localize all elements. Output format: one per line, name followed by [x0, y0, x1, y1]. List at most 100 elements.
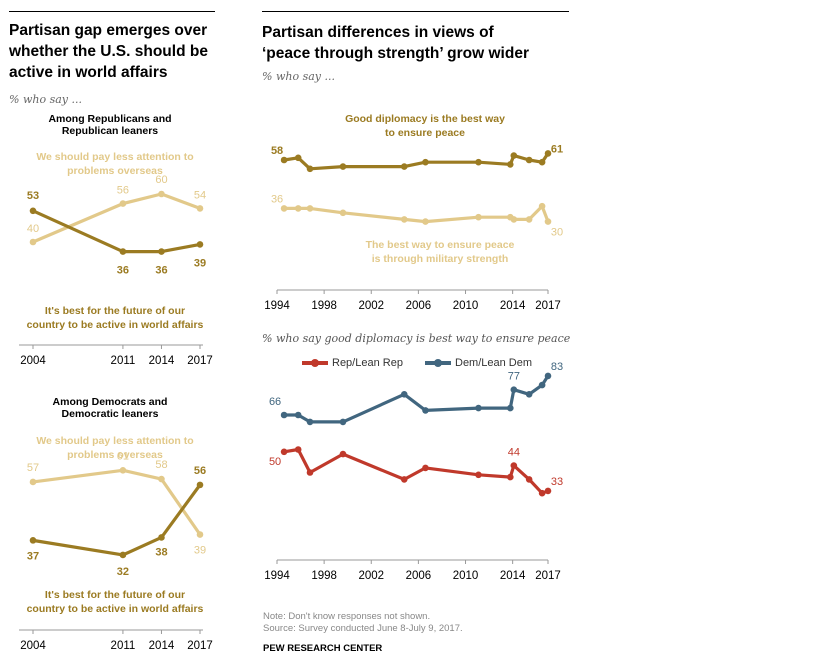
rep-lean-rep-series-point	[525, 476, 533, 483]
good-diplomacy-is-the-best-way-series-point	[510, 152, 518, 159]
left-title-line: whether the U.S. should be	[9, 43, 208, 60]
label-line: is through military strength	[371, 253, 509, 265]
label-line: country to be active in world affairs	[26, 603, 204, 615]
legend-rep-label: Rep/Lean Rep	[332, 357, 403, 369]
left-subtitle: % who say ...	[9, 93, 82, 106]
less-attention-series-line	[31, 192, 202, 244]
x-tick-label: 2002	[358, 300, 384, 312]
data-label: 54	[194, 189, 206, 201]
the-best-way-to-ensure-peace-i-series-point	[525, 216, 533, 223]
dem-lean-dem-series-point	[339, 418, 347, 426]
rep-lean-rep-series-point	[510, 462, 518, 469]
x-tick-label: 2014	[500, 570, 526, 582]
active-series-point	[29, 207, 37, 215]
active-series-line	[31, 483, 202, 557]
label-line: problems overseas	[67, 165, 163, 177]
less-attention-series-point	[158, 475, 165, 483]
data-label: 77	[508, 371, 520, 383]
x-tick-label: 2010	[453, 570, 479, 582]
data-label: 36	[271, 193, 283, 205]
x-tick-label: 2011	[111, 355, 136, 367]
rep-active-label: It's best for the future of our country …	[10, 304, 220, 332]
good-diplomacy-is-the-best-way-series-point	[538, 158, 546, 166]
label-line: It's best for the future of our	[44, 589, 186, 601]
source-text: Source: Survey conducted June 8-July 9, …	[263, 623, 463, 634]
diplomacy-label: Good diplomacy is the best way to ensure…	[320, 112, 530, 140]
good-diplomacy-is-the-best-way-series-point	[544, 150, 552, 157]
dem-lean-dem-series-point	[306, 418, 314, 426]
data-label: 60	[155, 174, 167, 186]
brand-label: PEW RESEARCH CENTER	[263, 643, 383, 654]
data-label: 58	[155, 459, 167, 471]
dem-panel-heading: Among Democrats and Democratic leaners	[10, 396, 210, 420]
dem-lean-dem-series-point	[400, 391, 408, 398]
rep-lean-rep-series-point	[506, 473, 514, 481]
data-label: 30	[551, 227, 563, 239]
data-label: 36	[155, 265, 167, 277]
active-series-point	[196, 481, 204, 489]
less-attention-series-point	[119, 200, 127, 207]
rep-lean-rep-series-point	[538, 489, 546, 497]
rep-lean-rep-series-point	[280, 448, 288, 456]
label-line: problems overseas	[67, 449, 163, 461]
the-best-way-to-ensure-peace-i-series-point	[544, 218, 552, 225]
rep-less-attention-label: We should pay less attention to problems…	[10, 150, 220, 178]
rep-lean-rep-series-point	[475, 471, 482, 479]
dem-lean-dem-series-line	[282, 374, 550, 424]
x-tick-label: 1998	[311, 570, 337, 582]
party-chart-subtitle: % who say good diplomacy is best way to …	[262, 332, 571, 345]
legend-rep: Rep/Lean Rep	[302, 357, 403, 369]
active-series-point	[196, 241, 204, 248]
the-best-way-to-ensure-peace-i-series-point	[422, 218, 429, 225]
x-tick-label: 2006	[406, 300, 432, 312]
good-diplomacy-is-the-best-way-series-point	[339, 163, 347, 170]
legend-rep-swatch	[302, 359, 328, 367]
x-tick-label: 2002	[358, 570, 384, 582]
data-label: 56	[194, 465, 206, 477]
dem-lean-dem-series-point	[510, 386, 518, 394]
dem-less-attention-label: We should pay less attention to problems…	[10, 434, 220, 462]
label-line: country to be active in world affairs	[26, 319, 204, 331]
legend-dem: Dem/Lean Dem	[425, 357, 532, 369]
left-top-rule	[9, 11, 215, 12]
label-line: to ensure peace	[385, 127, 465, 139]
data-label: 50	[269, 456, 281, 468]
rep-lean-rep-series-point	[400, 476, 408, 483]
label-line: We should pay less attention to	[36, 151, 194, 163]
x-tick-label: 2017	[535, 570, 561, 582]
right-title-line: Partisan differences in views of	[262, 24, 494, 41]
x-tick-label: 2014	[149, 640, 175, 652]
panel-heading-line: Among Democrats and	[52, 396, 168, 408]
panel-heading-line: Republican leaners	[61, 125, 159, 137]
dem-lean-dem-series-point	[538, 381, 546, 389]
x-tick-label: 2006	[406, 570, 432, 582]
the-best-way-to-ensure-peace-i-series-point	[280, 205, 288, 212]
left-title: Partisan gap emerges over whether the U.…	[9, 20, 239, 83]
right-title-line: ‘peace through strength’ grow wider	[262, 45, 529, 62]
less-attention-series-point	[196, 205, 204, 212]
x-tick-label: 1994	[264, 300, 290, 312]
dem-active-label: It's best for the future of our country …	[10, 588, 220, 616]
the-best-way-to-ensure-peace-i-series-point	[339, 209, 347, 217]
x-tick-label: 2010	[453, 300, 479, 312]
data-label: 66	[269, 396, 281, 408]
right-subtitle: % who say ...	[262, 70, 335, 83]
the-best-way-to-ensure-peace-i-series-point	[306, 205, 314, 212]
x-tick-label: 1994	[264, 570, 290, 582]
left-title-line: Partisan gap emerges over	[9, 22, 208, 39]
data-label: 57	[27, 462, 39, 474]
less-attention-series-point	[196, 531, 204, 538]
dem-lean-dem-series-point	[475, 404, 482, 412]
dem-lean-dem-series-point	[506, 404, 514, 412]
legend-dem-label: Dem/Lean Dem	[455, 357, 533, 369]
the-best-way-to-ensure-peace-i-series-point	[538, 202, 546, 210]
rep-lean-rep-series-point	[306, 469, 314, 476]
data-label: 83	[551, 361, 563, 373]
dem-lean-dem-series-point	[544, 372, 552, 380]
the-best-way-to-ensure-peace-i-series-point	[400, 216, 408, 223]
the-best-way-to-ensure-peace-i-series-point	[510, 216, 518, 223]
label-line: We should pay less attention to	[36, 435, 194, 447]
x-tick-label: 2014	[149, 355, 175, 367]
data-label: 37	[27, 550, 39, 562]
